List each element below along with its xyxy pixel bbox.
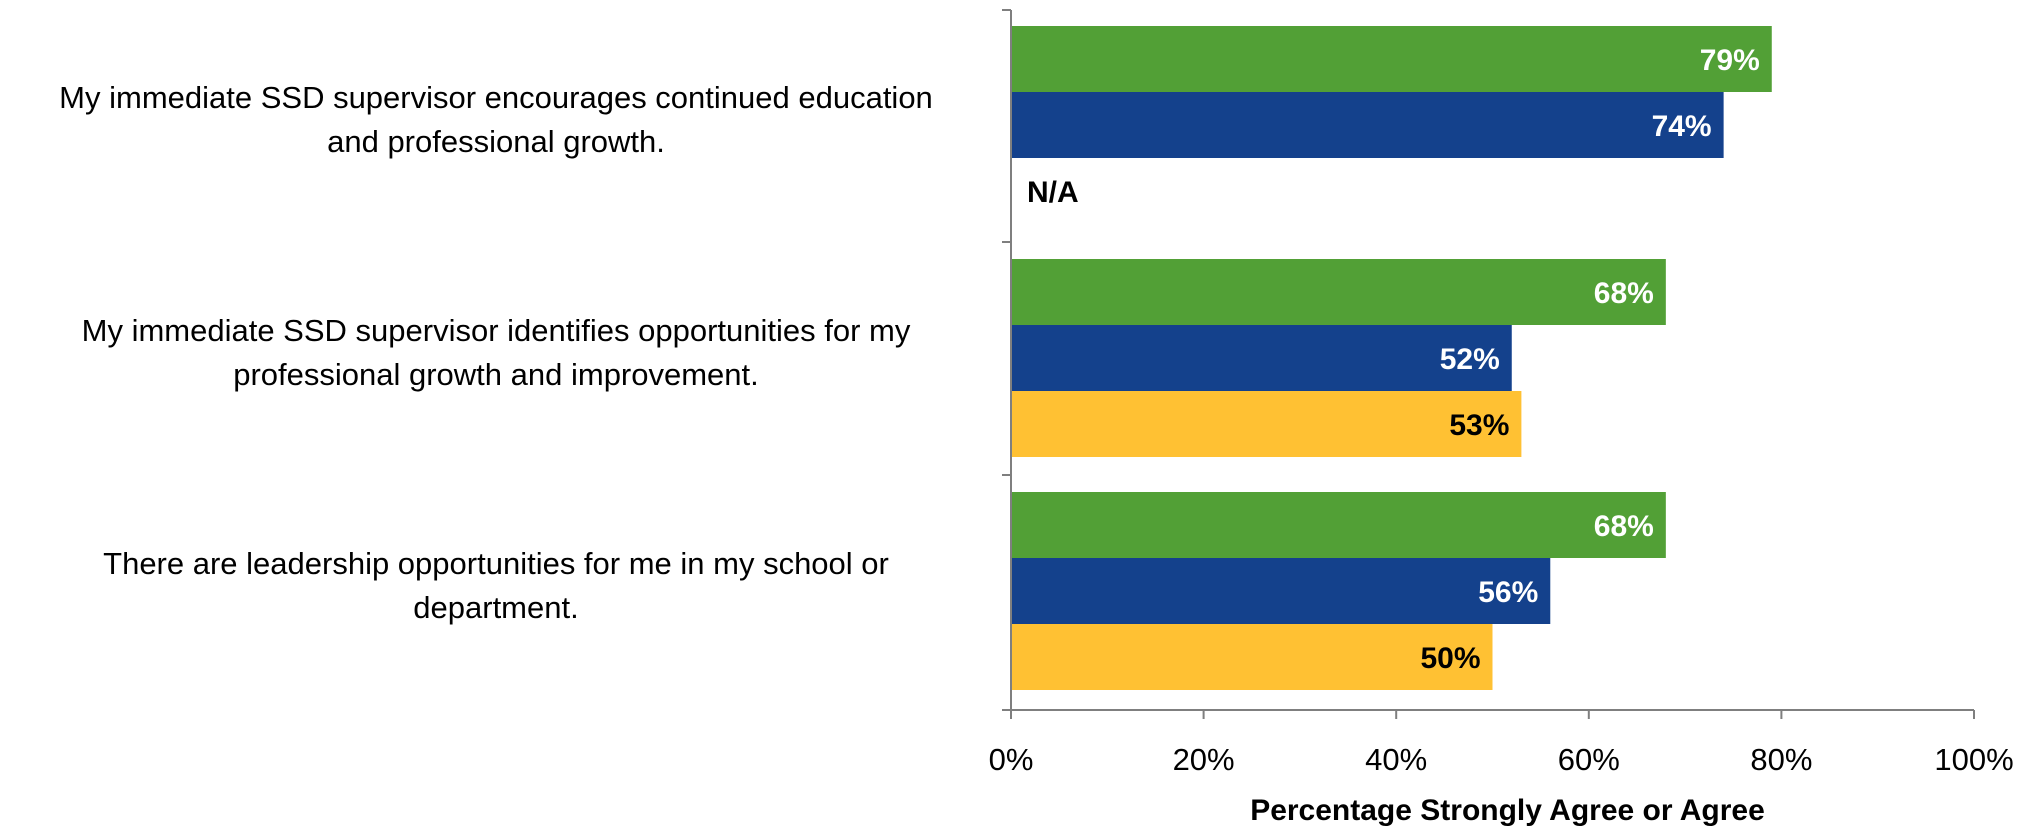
category-label-line: My immediate SSD supervisor encourages c… <box>59 80 933 115</box>
bar-labels-group: 79% 74% N/A 68% 52% 53% 68% 56% 50% <box>1027 44 1760 675</box>
bar-value-label: 74% <box>1652 110 1712 143</box>
category-labels-group: My immediate SSD supervisor encourages c… <box>59 80 933 625</box>
bar <box>1012 26 1772 92</box>
bar-value-label: 53% <box>1449 409 1509 442</box>
bar-value-label: 68% <box>1594 277 1654 310</box>
x-tick-label: 40% <box>1365 742 1427 777</box>
bar <box>1012 624 1493 690</box>
category-label: My immediate SSD supervisor identifies o… <box>82 313 911 392</box>
bar-value-label: 68% <box>1594 510 1654 543</box>
category-label-line: professional growth and improvement. <box>233 357 759 392</box>
category-label-line: My immediate SSD supervisor identifies o… <box>82 313 911 348</box>
x-tick-label: 80% <box>1750 742 1812 777</box>
category-label-line: department. <box>413 590 578 625</box>
x-tick-label: 60% <box>1558 742 1620 777</box>
not-available-label: N/A <box>1027 176 1079 209</box>
bar <box>1012 558 1551 624</box>
bar <box>1012 492 1666 558</box>
bar-value-label: 50% <box>1420 642 1480 675</box>
bar <box>1012 92 1724 158</box>
bar-value-label: 56% <box>1478 576 1538 609</box>
bar-value-label: 79% <box>1700 44 1760 77</box>
x-axis-title: Percentage Strongly Agree or Agree <box>1250 794 1765 827</box>
category-label-line: and professional growth. <box>327 124 665 159</box>
x-tick-label: 20% <box>1173 742 1235 777</box>
x-tick-label: 0% <box>989 742 1034 777</box>
category-label: There are leadership opportunities for m… <box>103 546 889 625</box>
bar <box>1012 325 1512 391</box>
bar <box>1012 259 1666 325</box>
category-label-line: There are leadership opportunities for m… <box>103 546 889 581</box>
bar <box>1012 391 1522 457</box>
bars-group <box>1012 26 1772 690</box>
x-tick-label: 100% <box>1934 742 2013 777</box>
bar-value-label: 52% <box>1440 343 1500 376</box>
axes-group: 0% 20% 40% 60% 80% 100% <box>989 9 2014 777</box>
category-label: My immediate SSD supervisor encourages c… <box>59 80 933 159</box>
